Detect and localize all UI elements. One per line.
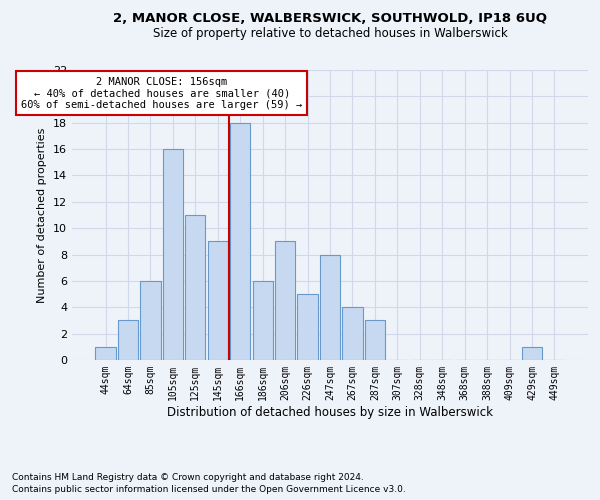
- Bar: [230, 122, 250, 360]
- Bar: [320, 254, 340, 360]
- Text: 2 MANOR CLOSE: 156sqm
← 40% of detached houses are smaller (40)
60% of semi-deta: 2 MANOR CLOSE: 156sqm ← 40% of detached …: [21, 76, 302, 110]
- Text: Contains public sector information licensed under the Open Government Licence v3: Contains public sector information licen…: [12, 485, 406, 494]
- Text: 2, MANOR CLOSE, WALBERSWICK, SOUTHWOLD, IP18 6UQ: 2, MANOR CLOSE, WALBERSWICK, SOUTHWOLD, …: [113, 12, 547, 26]
- Bar: [522, 347, 542, 360]
- Text: Size of property relative to detached houses in Walberswick: Size of property relative to detached ho…: [152, 28, 508, 40]
- Bar: [275, 242, 295, 360]
- Text: Contains HM Land Registry data © Crown copyright and database right 2024.: Contains HM Land Registry data © Crown c…: [12, 472, 364, 482]
- Bar: [208, 242, 228, 360]
- Bar: [163, 149, 183, 360]
- Bar: [185, 215, 205, 360]
- Bar: [298, 294, 317, 360]
- Bar: [118, 320, 138, 360]
- Bar: [95, 347, 116, 360]
- Bar: [140, 281, 161, 360]
- Y-axis label: Number of detached properties: Number of detached properties: [37, 128, 47, 302]
- X-axis label: Distribution of detached houses by size in Walberswick: Distribution of detached houses by size …: [167, 406, 493, 418]
- Bar: [365, 320, 385, 360]
- Bar: [343, 308, 362, 360]
- Bar: [253, 281, 273, 360]
